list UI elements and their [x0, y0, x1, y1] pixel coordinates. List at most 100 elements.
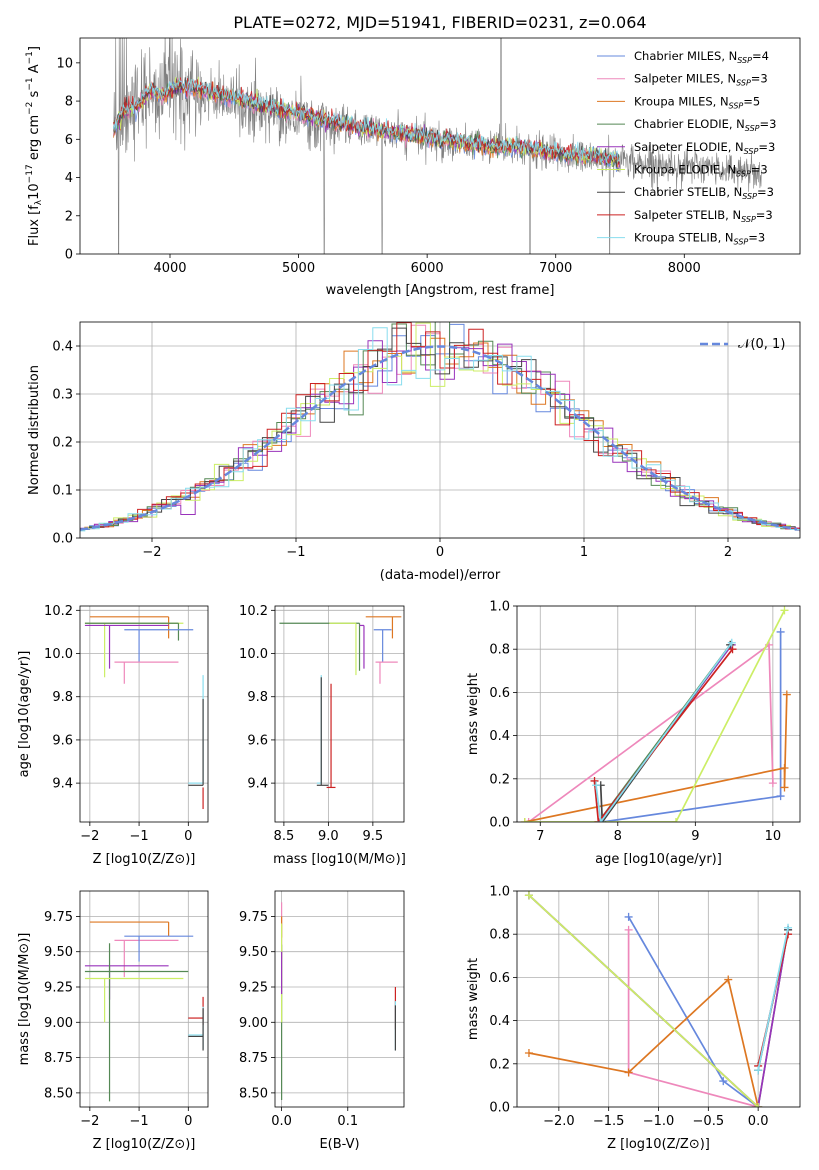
x-axis-label: E(B-V)	[319, 1137, 359, 1152]
panel-age-vs-mass: 8.5 9.0 9.5 9.4 9.6 9.8 10.0 10.2 mass [log10(M/…	[239, 604, 406, 867]
y-tick-label: 0.0	[489, 1101, 510, 1116]
axes-frame	[274, 890, 405, 1108]
x-axis-label: mass [log10(M/M⊙)]	[273, 852, 406, 867]
x-tick-label: 9	[691, 829, 699, 844]
y-axis-label: Normed distribution	[27, 365, 42, 495]
legend-entry: Kroupa MILES, NSSP=5	[634, 94, 760, 110]
y-tick-label: 0.3	[52, 388, 73, 403]
weight-marker	[624, 1068, 633, 1077]
x-tick-label: −1	[129, 1114, 148, 1129]
legend-entry: Salpeter ELODIE, NSSP=3	[634, 140, 775, 156]
weight-marker	[592, 781, 601, 790]
x-tick-label: 0.1	[337, 1114, 358, 1129]
y-tick-label: 0	[65, 248, 73, 263]
y-tick-label: 8.75	[239, 1051, 268, 1066]
x-tick-label: 5000	[282, 261, 315, 276]
axes-frame	[79, 605, 209, 823]
panel-weight-vs-age: 7 8 9 10 0.0 0.2 0.4 0.6 0.8 1.0 age [log10(age/yr…	[466, 600, 801, 867]
weight-line-kro-elodie	[524, 609, 786, 822]
x-tick-label: 4000	[153, 261, 186, 276]
weight-vs-age-plot-area	[520, 606, 791, 822]
x-axis-label: Z [log10(Z/Z⊙)]	[607, 1137, 710, 1152]
y-tick-label: 0.6	[489, 686, 510, 701]
residual-histogram-cha-stelib	[80, 327, 800, 531]
grid	[80, 606, 208, 822]
panel-age-vs-z: −2 −1 0 9.4 9.6 9.8 10.0 10.2 Z [log10(Z/Z⊙)] age…	[17, 604, 209, 867]
axes-frame	[79, 890, 209, 1108]
x-tick-label: 8000	[668, 261, 701, 276]
x-tick-label: 1	[580, 545, 588, 560]
y-tick-label: 9.6	[247, 733, 268, 748]
weight-marker	[780, 606, 789, 615]
axes-frame	[274, 605, 405, 823]
y-tick-label: 8	[65, 95, 73, 110]
normal-distribution-curve	[80, 345, 798, 531]
weight-line-kro-stelib	[757, 927, 789, 1071]
legend-entry: Chabrier STELIB, NSSP=3	[634, 185, 774, 201]
weight-marker	[524, 1049, 533, 1057]
legend-entry: 𝒩(0, 1)	[738, 337, 785, 352]
x-tick-label: 9.5	[363, 829, 384, 844]
y-tick-label: 0.1	[52, 484, 73, 499]
axes-frame	[79, 37, 801, 255]
x-axis-label: age [log10(age/yr)]	[595, 852, 722, 867]
spectrum-plot-area	[113, 38, 762, 254]
mass-vs-Z-plot-area	[84, 921, 204, 1102]
legend-entry: Chabrier MILES, NSSP=4	[634, 49, 769, 65]
weight-marker	[784, 923, 793, 932]
x-axis-label: Z [log10(Z/Z⊙)]	[93, 852, 196, 867]
figure-title: PLATE=0272, MJD=51941, FIBERID=0231, z=0…	[233, 13, 646, 32]
mass-vs-ebv-plot-area	[281, 902, 396, 1100]
y-tick-label: 0.2	[489, 772, 510, 787]
weight-marker	[776, 792, 785, 801]
weight-marker	[728, 645, 737, 654]
y-tick-label: 9.8	[52, 690, 73, 705]
x-tick-label: 0	[184, 829, 192, 844]
y-tick-label: 0.4	[489, 729, 510, 744]
y-axis-label: mass weight	[466, 958, 481, 1040]
x-tick-label: −2	[80, 1114, 99, 1129]
weight-marker	[776, 627, 785, 636]
weight-marker	[594, 818, 603, 822]
x-tick-label: −1.5	[593, 1114, 625, 1129]
grid	[275, 891, 404, 1107]
axes-frame	[516, 890, 801, 1108]
x-tick-label: 8	[614, 829, 622, 844]
model-spectrum-kro-stelib	[113, 78, 620, 164]
x-tick-label: 8.5	[274, 829, 295, 844]
y-tick-label: 10.0	[239, 647, 268, 662]
residuals-plot-area	[80, 322, 800, 533]
y-tick-label: 2	[65, 209, 73, 224]
weight-line-sal-stelib	[593, 648, 734, 822]
y-tick-label: 9.50	[239, 945, 268, 960]
y-tick-label: 9.8	[247, 690, 268, 705]
x-tick-label: −1	[286, 545, 305, 560]
panel-mass-vs-ebv: 0.0 0.1 8.50 8.75 9.00 9.25 9.50 9.75 E(B-V)	[239, 890, 405, 1152]
y-axis-label: mass [log10(M/M⊙)]	[17, 933, 32, 1066]
weight-marker	[719, 1077, 728, 1086]
y-tick-label: 0.0	[52, 532, 73, 547]
panel-mass-vs-z: −2 −1 0 8.50 8.75 9.00 9.25 9.50 9.75 Z [log10(Z/…	[17, 890, 209, 1152]
y-tick-label: 9.6	[52, 733, 73, 748]
y-tick-label: 0.8	[489, 643, 510, 658]
y-axis-label: age [log10(age/yr)]	[17, 651, 32, 778]
legend-entry: Chabrier ELODIE, NSSP=3	[634, 117, 776, 133]
weight-marker	[754, 1103, 763, 1107]
x-tick-label: −2	[142, 545, 161, 560]
weight-marker	[727, 638, 736, 647]
grid	[80, 891, 208, 1107]
grid	[517, 605, 800, 823]
y-axis-label: Flux [fλ10−17 erg cm−2 s−1 A−1]	[25, 46, 44, 246]
residual-histogram-sal-elodie	[80, 340, 800, 531]
x-tick-label: 7000	[539, 261, 572, 276]
y-tick-label: 6	[65, 133, 73, 148]
x-tick-label: 0.0	[271, 1114, 292, 1129]
weight-marker	[780, 783, 789, 792]
weight-marker	[768, 779, 777, 788]
age-vs-Z-plot-area	[84, 616, 204, 810]
axes-frame	[516, 605, 801, 823]
y-tick-label: 9.50	[44, 945, 73, 960]
weight-marker	[782, 690, 791, 699]
weight-marker	[596, 818, 605, 822]
